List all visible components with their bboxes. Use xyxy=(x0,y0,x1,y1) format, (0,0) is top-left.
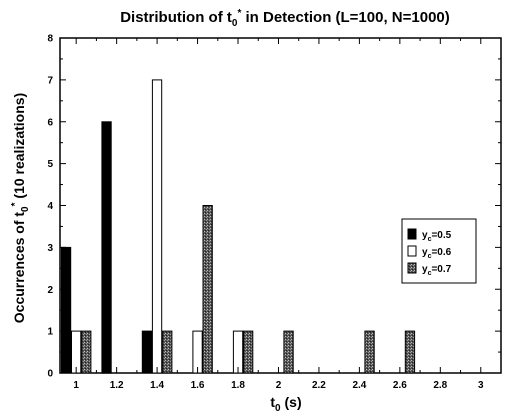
y-tick-label: 2 xyxy=(47,285,53,296)
x-axis: 1 1.2 1.4 1.6 1.8 2 2.2 2.4 2.6 2.8 3 xyxy=(73,38,484,391)
bar-3-7 xyxy=(404,330,416,374)
x-tick-label: 3 xyxy=(478,380,484,391)
bar-2-2 xyxy=(151,79,163,374)
legend-swatch-1 xyxy=(407,228,417,240)
bar-1-2 xyxy=(101,121,112,374)
x-tick-label: 1.6 xyxy=(191,380,205,391)
legend-swatch-3 xyxy=(407,262,417,274)
y-tick-label: 3 xyxy=(47,243,53,254)
bar-3-5 xyxy=(283,330,294,374)
chart-title: Distribution of t0* in Detection (L=100,… xyxy=(120,8,450,29)
x-axis-label: t0 (s) xyxy=(270,394,301,414)
x-tick-label: 1.4 xyxy=(150,380,164,391)
plot-area xyxy=(59,37,502,374)
y-tick-label: 1 xyxy=(47,327,53,338)
y-tick-label: 6 xyxy=(47,117,53,128)
x-tick-label: 2.6 xyxy=(393,380,407,391)
bar-2-1 xyxy=(71,330,82,374)
bar-2-3 xyxy=(192,330,203,374)
y-axis: 0 1 2 3 4 5 6 7 8 xyxy=(47,34,501,380)
legend-label-2: yc=0.6 xyxy=(422,247,452,260)
y-axis-label: Occurrences of t0* (10 realizations) xyxy=(10,93,31,323)
x-tick-label: 1.8 xyxy=(231,380,245,391)
x-tick-label: 1.2 xyxy=(110,380,124,391)
y-tick-label: 8 xyxy=(47,34,53,45)
legend-label-3: yc=0.7 xyxy=(422,264,452,277)
bar-3-2 xyxy=(162,330,173,374)
bar-1-3 xyxy=(141,330,153,374)
x-tick-label: 2.2 xyxy=(312,380,326,391)
x-tick-label: 1 xyxy=(73,380,79,391)
x-tick-label: 2.8 xyxy=(433,380,447,391)
bar-3-6 xyxy=(364,330,375,374)
y-tick-label: 5 xyxy=(47,159,53,170)
y-tick-label: 4 xyxy=(47,201,53,212)
bar-3-3 xyxy=(202,205,213,374)
y-tick-label: 7 xyxy=(47,75,53,86)
bar-2-4 xyxy=(232,330,244,374)
legend-swatch-2 xyxy=(407,245,417,257)
bars xyxy=(60,79,416,374)
x-tick-label: 2.4 xyxy=(352,380,366,391)
legend-label-1: yc=0.5 xyxy=(422,230,452,243)
bar-3-4 xyxy=(243,330,254,374)
y-tick-label: 0 xyxy=(47,369,53,380)
x-tick-label: 2 xyxy=(276,380,282,391)
bar-3-1 xyxy=(81,330,92,374)
legend: yc=0.5 yc=0.6 yc=0.7 xyxy=(401,218,477,284)
